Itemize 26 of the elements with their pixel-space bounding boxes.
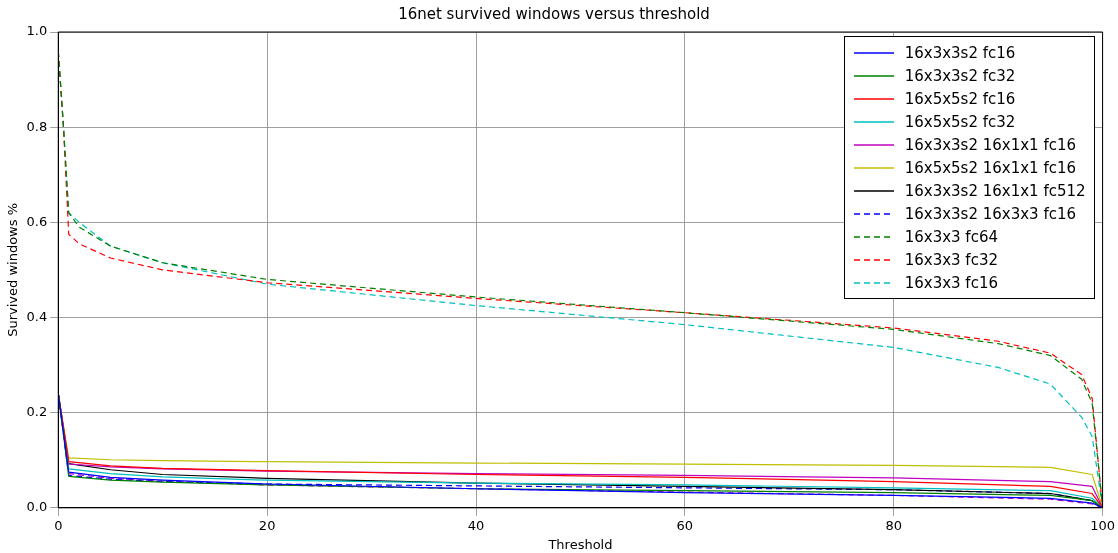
legend-label: 16x3x3 fc16 [904,273,998,292]
legend-label: 16x5x5s2 16x1x1 fc16 [904,158,1077,177]
legend-label: 16x3x3s2 16x1x1 fc16 [904,135,1077,154]
y-tick-label: 0.2 [26,404,48,420]
x-axis-title: Threshold [547,536,613,552]
legend-label: 16x5x5s2 fc32 [904,112,1016,131]
legend-label: 16x5x5s2 fc16 [904,89,1016,108]
legend-label: 16x3x3 fc64 [904,227,998,246]
legend-label: 16x3x3 fc32 [904,250,998,269]
x-tick-label: 100 [1090,517,1116,533]
legend-label: 16x3x3s2 fc16 [904,43,1016,62]
legend-label: 16x3x3s2 16x1x1 fc512 [904,181,1086,200]
legend-label: 16x3x3s2 fc32 [904,66,1016,85]
legend-label: 16x3x3s2 16x3x3 fc16 [904,204,1077,223]
y-tick-label: 0.4 [26,308,48,324]
y-tick-label: 1.0 [26,23,48,39]
y-tick-label: 0.6 [26,213,48,229]
x-tick-label: 80 [885,517,902,533]
x-tick-label: 0 [54,517,63,533]
x-tick-label: 60 [676,517,694,533]
x-tick-label: 40 [467,517,485,533]
x-tick-label: 20 [258,517,276,533]
chart-title: 16net survived windows versus threshold [398,4,710,23]
y-axis-title: Survived windows % [5,203,21,337]
y-tick-label: 0.8 [26,118,48,134]
y-tick-label: 0.0 [26,499,48,515]
